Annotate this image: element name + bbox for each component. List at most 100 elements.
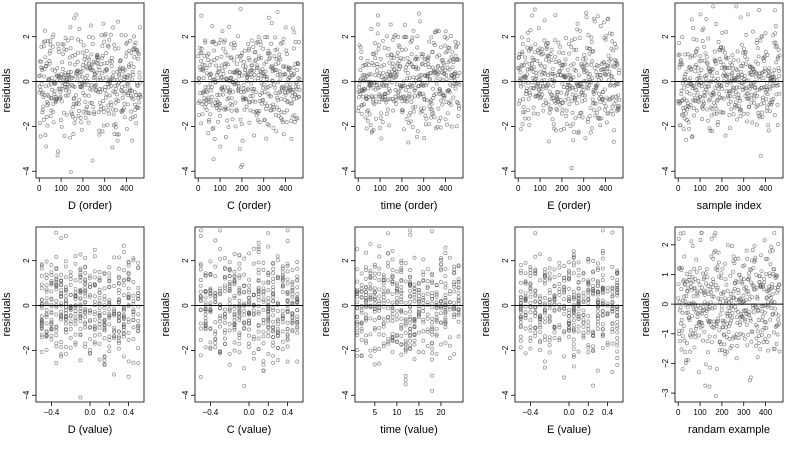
data-point	[533, 330, 538, 335]
data-point	[136, 105, 141, 110]
x-tick-label: 400	[120, 184, 134, 193]
x-axis-label: E (order)	[547, 200, 590, 212]
data-point	[732, 286, 737, 291]
data-point	[703, 80, 708, 85]
data-point	[760, 34, 765, 39]
x-tick-label: 0	[516, 184, 521, 193]
data-point	[271, 295, 276, 300]
data-point	[443, 29, 448, 34]
data-point	[591, 259, 596, 263]
data-point	[198, 278, 203, 282]
data-point	[86, 93, 91, 98]
data-point	[744, 119, 749, 124]
data-point	[121, 308, 126, 313]
data-point	[87, 57, 92, 62]
data-point	[78, 270, 83, 275]
data-point	[750, 248, 755, 252]
data-point	[368, 332, 373, 337]
data-point	[261, 82, 266, 87]
data-point	[403, 323, 408, 328]
data-point	[457, 103, 462, 108]
data-point	[743, 61, 748, 66]
data-point	[271, 292, 276, 297]
data-point	[44, 308, 49, 313]
data-point	[37, 84, 42, 89]
data-point	[59, 235, 64, 240]
data-point	[715, 264, 720, 269]
data-point	[766, 74, 771, 78]
data-point	[40, 66, 45, 71]
data-point	[99, 33, 104, 38]
data-point	[227, 289, 232, 294]
data-point	[107, 271, 112, 276]
y-axis-label: residuals	[480, 68, 492, 113]
y-tick-label: 2	[501, 34, 510, 39]
data-point	[706, 98, 711, 103]
data-point	[706, 65, 711, 70]
data-point	[271, 329, 276, 334]
data-point	[610, 104, 615, 109]
data-point	[709, 68, 714, 72]
data-point	[88, 310, 92, 315]
data-point	[443, 245, 448, 250]
data-point	[208, 88, 213, 93]
data-point	[707, 126, 712, 131]
data-point	[136, 304, 141, 309]
data-point	[685, 305, 690, 310]
data-point	[92, 317, 97, 322]
data-point	[110, 145, 115, 150]
data-point	[48, 114, 53, 118]
data-point	[290, 114, 295, 119]
data-point	[367, 112, 372, 117]
data-point	[125, 40, 130, 45]
data-point	[237, 330, 242, 335]
data-point	[599, 76, 604, 81]
y-tick-label: 2	[341, 258, 350, 263]
data-point	[234, 107, 239, 112]
data-point	[136, 360, 141, 365]
data-point	[582, 52, 587, 57]
data-point	[372, 286, 377, 291]
data-point	[228, 56, 233, 61]
data-point	[271, 267, 276, 271]
data-point	[404, 88, 408, 93]
data-point	[602, 101, 607, 106]
data-point	[134, 121, 139, 126]
data-point	[232, 327, 237, 332]
data-point	[434, 292, 439, 297]
data-point	[770, 292, 775, 297]
data-point	[276, 60, 281, 65]
data-point	[580, 85, 585, 89]
data-point	[573, 68, 578, 73]
data-point	[63, 299, 68, 304]
data-point	[410, 95, 415, 100]
data-point	[425, 291, 430, 296]
data-point	[556, 40, 561, 45]
data-point	[362, 102, 367, 107]
data-point	[72, 84, 77, 89]
data-point	[215, 70, 220, 75]
data-point	[266, 325, 271, 329]
data-point	[776, 313, 781, 318]
data-point	[702, 101, 706, 106]
data-point	[745, 343, 750, 348]
data-point	[258, 42, 263, 47]
y-axis: −4−202	[22, 258, 36, 400]
data-point	[68, 282, 73, 287]
data-point	[133, 40, 138, 45]
data-point	[88, 100, 93, 105]
data-point	[538, 83, 543, 88]
data-point	[91, 68, 96, 73]
data-point	[377, 254, 382, 259]
data-point	[725, 65, 730, 70]
data-point	[552, 267, 557, 272]
data-point	[234, 61, 239, 66]
data-point	[571, 121, 576, 126]
data-point	[592, 19, 597, 24]
data-point	[601, 67, 606, 72]
data-point	[438, 87, 443, 92]
data-point	[711, 76, 716, 81]
data-point	[228, 88, 233, 93]
